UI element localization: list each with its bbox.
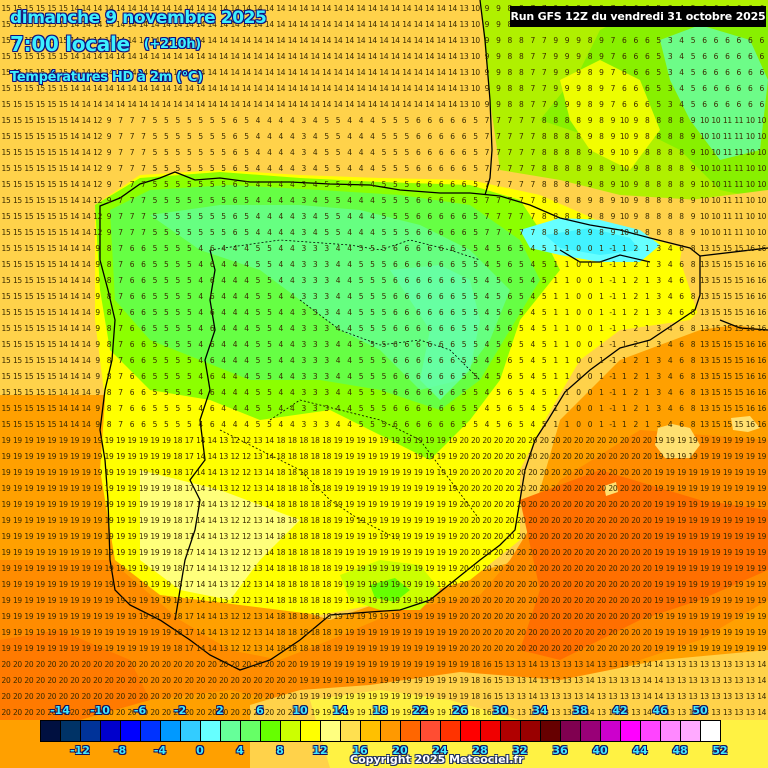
colorbar-tick-label: 50 xyxy=(692,704,708,717)
colorbar-swatch xyxy=(361,721,381,741)
colorbar-swatch xyxy=(521,721,541,741)
colorbar-tick-label: 26 xyxy=(452,704,468,717)
regional-borders xyxy=(209,239,481,541)
colorbar-tick-label: -2 xyxy=(173,704,187,717)
colorbar-tick-label: 22 xyxy=(412,704,428,717)
colorbar-tick-label: 52 xyxy=(712,744,728,757)
colorbar-swatch xyxy=(281,721,301,741)
colorbar-tick-label: -12 xyxy=(70,744,90,757)
colorbar-swatch xyxy=(121,721,141,741)
colorbar-tick-label: 2 xyxy=(216,704,224,717)
colorbar-tick-label: 32 xyxy=(512,744,528,757)
forecast-time-label: 7:00 locale xyxy=(10,32,130,56)
colorbar-tick-label: 38 xyxy=(572,704,588,717)
colorbar-swatch xyxy=(141,721,161,741)
colorbar-tick-label: 24 xyxy=(432,744,448,757)
colorbar-swatch xyxy=(541,721,561,741)
colorbar-tick-label: 0 xyxy=(196,744,204,757)
copyright: Copyright 2025 Meteociel.fr xyxy=(350,753,524,766)
colorbar-swatch xyxy=(621,721,641,741)
colorbar-swatch xyxy=(61,721,81,741)
forecast-lead-hours: (+210h) xyxy=(143,37,201,52)
colorbar-swatch xyxy=(501,721,521,741)
colorbar-tick-label: 42 xyxy=(612,704,628,717)
colorbar-tick-label: 4 xyxy=(236,744,244,757)
colorbar-tick-label: 14 xyxy=(332,704,348,717)
colorbar-swatch xyxy=(601,721,621,741)
colorbar-swatch xyxy=(161,721,181,741)
colorbar-tick-label: -4 xyxy=(153,744,167,757)
colorbar-tick-label: 12 xyxy=(312,744,328,757)
colorbar-swatch xyxy=(201,721,221,741)
colorbar-swatch xyxy=(301,721,321,741)
coastline-borders xyxy=(99,0,768,671)
colorbar-swatch xyxy=(661,721,681,741)
colorbar-tick-label: 44 xyxy=(632,744,648,757)
colorbar-swatch xyxy=(261,721,281,741)
temperature-colorbar xyxy=(40,720,721,742)
colorbar-swatch xyxy=(381,721,401,741)
colorbar-swatch xyxy=(401,721,421,741)
colorbar-tick-label: 28 xyxy=(472,744,488,757)
colorbar-tick-label: 20 xyxy=(392,744,408,757)
colorbar-swatch xyxy=(81,721,101,741)
colorbar-tick-label: 40 xyxy=(592,744,608,757)
colorbar-tick-label: -14 xyxy=(50,704,70,717)
colorbar-tick-label: 30 xyxy=(492,704,508,717)
colorbar-swatch xyxy=(641,721,661,741)
colorbar-tick-label: 18 xyxy=(372,704,388,717)
colorbar-tick-label: 36 xyxy=(552,744,568,757)
colorbar-swatch xyxy=(101,721,121,741)
colorbar-swatch xyxy=(561,721,581,741)
colorbar-tick-label: 10 xyxy=(292,704,308,717)
colorbar-swatch xyxy=(681,721,701,741)
colorbar-tick-label: -8 xyxy=(113,744,127,757)
colorbar-swatch xyxy=(701,721,720,741)
colorbar-swatch xyxy=(481,721,501,741)
forecast-time: 7:00 locale (+210h) xyxy=(10,32,201,56)
colorbar-swatch xyxy=(441,721,461,741)
colorbar-tick-label: 8 xyxy=(276,744,284,757)
model-run-label: Run GFS 12Z du vendredi 31 octobre 2025 xyxy=(510,6,766,27)
colorbar-swatch xyxy=(461,721,481,741)
colorbar-tick-label: -10 xyxy=(90,704,110,717)
forecast-date: dimanche 9 novembre 2025 xyxy=(10,8,267,28)
colorbar-tick-label: -6 xyxy=(133,704,147,717)
colorbar-swatch xyxy=(341,721,361,741)
colorbar-swatch xyxy=(41,721,61,741)
colorbar-swatch xyxy=(241,721,261,741)
colorbar-tick-label: 48 xyxy=(672,744,688,757)
colorbar-swatch xyxy=(321,721,341,741)
colorbar-swatch xyxy=(581,721,601,741)
product-title: Températures HD à 2m (°C) xyxy=(10,70,203,85)
colorbar-tick-label: 34 xyxy=(532,704,548,717)
colorbar-swatch xyxy=(221,721,241,741)
colorbar-tick-label: 6 xyxy=(256,704,264,717)
colorbar-tick-label: 16 xyxy=(352,744,368,757)
colorbar-swatch xyxy=(181,721,201,741)
colorbar-swatch xyxy=(421,721,441,741)
colorbar-tick-label: 46 xyxy=(652,704,668,717)
